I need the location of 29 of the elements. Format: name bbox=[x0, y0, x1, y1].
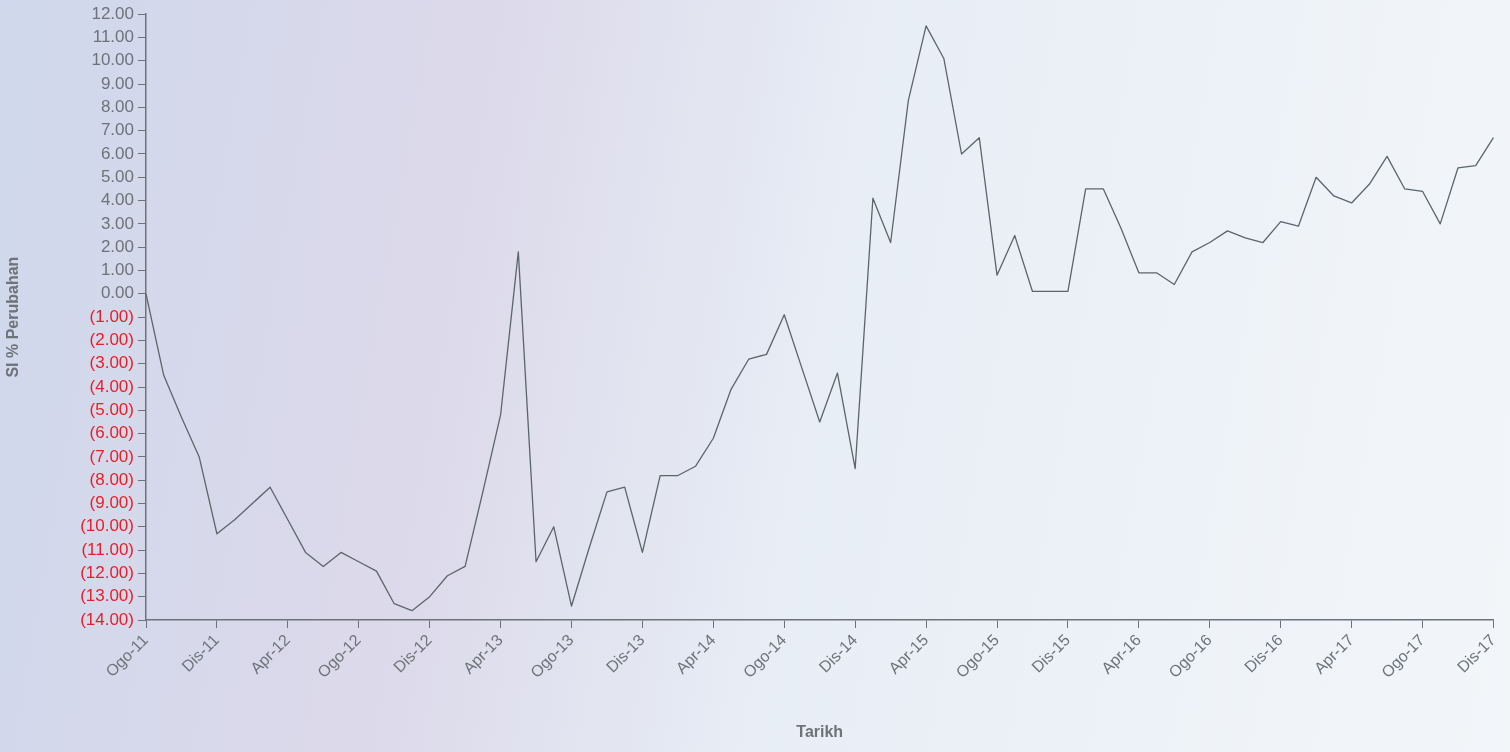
y-tick-label: (12.00) bbox=[80, 563, 134, 583]
y-tick-label: 10.00 bbox=[91, 50, 134, 70]
x-axis-title: Tarikh bbox=[796, 722, 844, 740]
y-tick-label: (9.00) bbox=[89, 493, 134, 513]
y-tick-label: (2.00) bbox=[89, 330, 134, 350]
y-tick-label: 5.00 bbox=[100, 166, 134, 186]
y-axis-title: SI % Perubahan bbox=[4, 256, 22, 378]
y-tick-label: (13.00) bbox=[80, 586, 134, 606]
y-tick-label: 6.00 bbox=[100, 143, 134, 163]
y-tick-label: (7.00) bbox=[89, 446, 134, 466]
y-tick-label: 12.00 bbox=[91, 3, 134, 23]
y-tick-label: (3.00) bbox=[89, 353, 134, 373]
y-tick-label: 11.00 bbox=[92, 27, 134, 47]
y-tick-label: 1.00 bbox=[100, 260, 134, 280]
y-tick-label: (6.00) bbox=[89, 423, 134, 443]
y-tick-label: (8.00) bbox=[89, 469, 134, 489]
y-tick-label: (5.00) bbox=[89, 399, 134, 419]
y-tick-label: (4.00) bbox=[89, 376, 134, 396]
y-tick-label: 0.00 bbox=[100, 283, 134, 303]
y-tick-label: 8.00 bbox=[100, 97, 134, 117]
y-tick-label: (14.00) bbox=[80, 609, 134, 629]
y-tick-label: (10.00) bbox=[80, 516, 134, 536]
y-tick-label: 9.00 bbox=[100, 73, 134, 93]
y-tick-label: 4.00 bbox=[100, 190, 134, 210]
y-tick-label: 7.00 bbox=[100, 120, 134, 140]
y-tick-label: (11.00) bbox=[81, 539, 134, 559]
y-tick-label: 3.00 bbox=[100, 213, 134, 233]
y-tick-label: (1.00) bbox=[89, 306, 134, 326]
y-tick-label: 2.00 bbox=[100, 236, 134, 256]
